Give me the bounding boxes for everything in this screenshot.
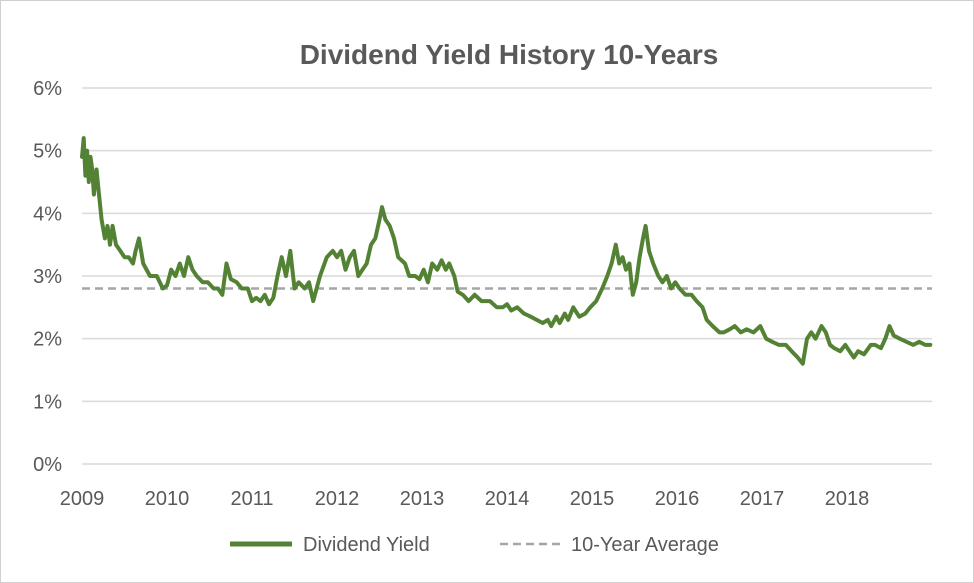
legend-dividend-yield-label: Dividend Yield [303, 534, 430, 556]
x-tick-label: 2010 [145, 488, 190, 510]
legend: Dividend Yield 10-Year Average [230, 534, 719, 556]
dividend-yield-line [80, 136, 933, 366]
plot-series [80, 136, 933, 366]
legend-10-year-average-label: 10-Year Average [571, 534, 719, 556]
x-tick-label: 2013 [400, 488, 445, 510]
y-axis-ticks: 0% 1% 2% 3% 4% 5% 6% [33, 78, 62, 476]
x-tick-label: 2017 [740, 488, 785, 510]
x-axis-ticks: 2009 2010 2011 2012 2013 2014 2015 2016 2017 2018 [60, 488, 870, 510]
y-tick-label: 2% [33, 329, 62, 351]
x-tick-label: 2018 [825, 488, 870, 510]
y-tick-label: 1% [33, 391, 62, 413]
x-tick-label: 2016 [655, 488, 700, 510]
y-tick-label: 4% [33, 203, 62, 225]
y-tick-label: 0% [33, 454, 62, 476]
x-tick-label: 2011 [230, 488, 273, 510]
x-tick-label: 2009 [60, 488, 105, 510]
x-tick-label: 2014 [485, 488, 530, 510]
y-tick-label: 3% [33, 266, 62, 288]
y-tick-label: 6% [33, 78, 62, 100]
gridlines [82, 87, 932, 465]
x-tick-label: 2012 [315, 488, 360, 510]
y-tick-label: 5% [33, 141, 62, 163]
x-tick-label: 2015 [570, 488, 615, 510]
chart-title: Dividend Yield History 10-Years [300, 39, 719, 70]
